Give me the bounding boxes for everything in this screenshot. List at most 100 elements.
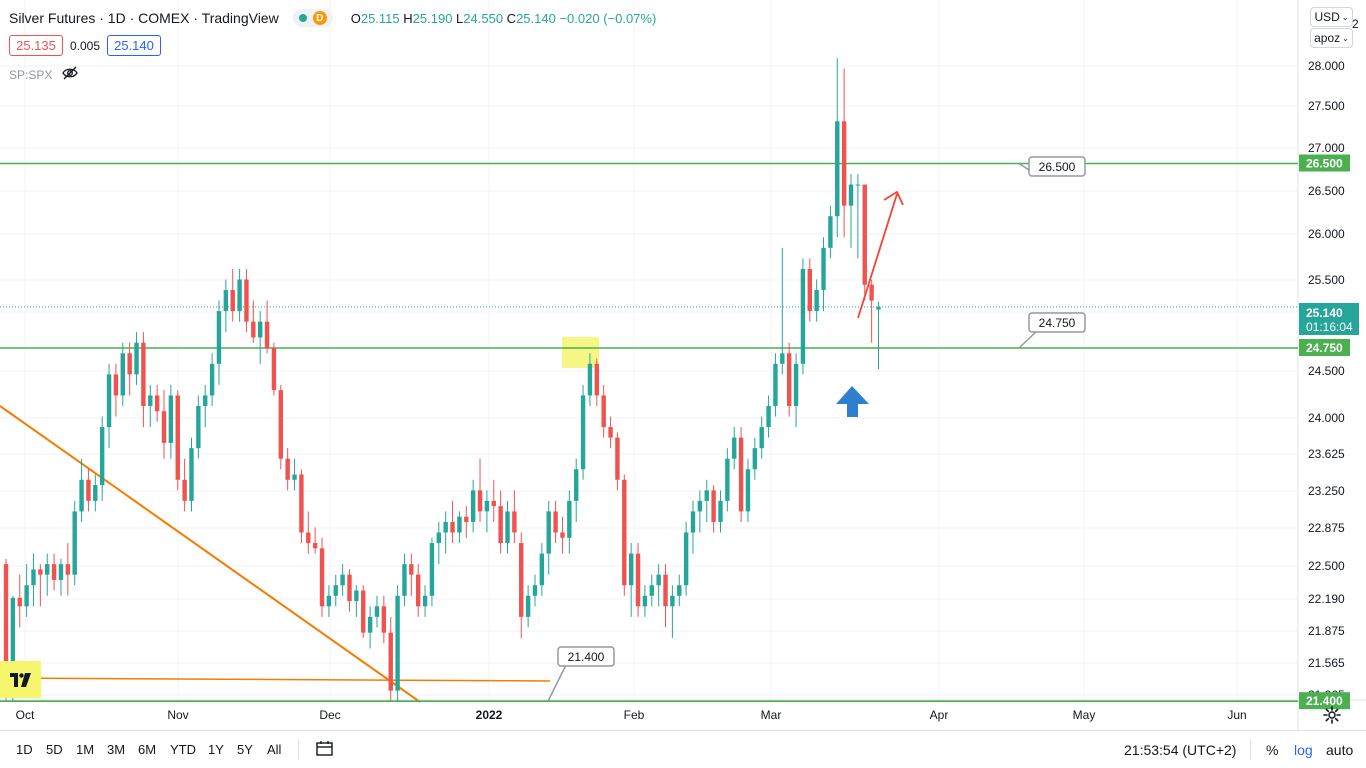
- time-tick-label: Nov: [167, 708, 188, 722]
- candle-body: [855, 184, 861, 186]
- candle-body: [649, 585, 654, 596]
- candle-body: [491, 500, 496, 507]
- candle-body: [615, 437, 620, 480]
- chevron-down-icon: ⌄: [1342, 33, 1349, 43]
- candle-body: [333, 585, 338, 596]
- range-all[interactable]: All: [267, 742, 282, 757]
- price-tick-label: 21.565: [1308, 656, 1345, 670]
- chevron-down-icon: ⌄: [1341, 12, 1349, 22]
- currency-selector[interactable]: USD ⌄: [1310, 7, 1353, 27]
- gear-icon[interactable]: [1323, 706, 1341, 724]
- time-tick-label: Mar: [761, 708, 782, 722]
- price-tick-label: 23.250: [1308, 484, 1345, 498]
- candle-body: [525, 595, 531, 617]
- price-chart[interactable]: 26.50024.75021.40028.00027.50027.00026.5…: [0, 0, 1366, 730]
- divider: [298, 740, 299, 760]
- calendar-range-icon[interactable]: [316, 741, 334, 757]
- level-callout: 21.400: [547, 646, 615, 702]
- price-tick-label: 24.000: [1308, 411, 1345, 425]
- candle-body: [450, 521, 455, 533]
- candle-body: [99, 427, 105, 486]
- candle-body: [347, 574, 352, 602]
- symbol-legend: Silver Futures · 1D · COMEX · TradingVie…: [9, 9, 656, 27]
- time-tick-label: 2022: [476, 708, 503, 722]
- price-tick-label: 21.875: [1308, 624, 1345, 638]
- candle-body: [553, 511, 558, 533]
- candle-body: [683, 532, 689, 586]
- price-tick-label: 25.500: [1308, 273, 1345, 287]
- callout-pointer: [1018, 330, 1038, 349]
- price-tick-label: 24.500: [1308, 364, 1345, 378]
- scale-mode-selector[interactable]: apoz ⌄: [1310, 28, 1353, 48]
- candle-body: [635, 553, 641, 607]
- candle-body: [519, 543, 524, 617]
- candle-body: [223, 290, 229, 312]
- level-price-tag: [1299, 154, 1350, 172]
- range-3m[interactable]: 3M: [107, 742, 126, 757]
- candle-body: [594, 363, 600, 396]
- callout-box: [557, 646, 615, 667]
- candle-body: [31, 569, 36, 586]
- high-value: 25.190: [412, 10, 453, 26]
- candle-body: [257, 321, 263, 338]
- open-value: 25.115: [360, 10, 400, 26]
- price-tick-label: 2: [1352, 17, 1359, 31]
- candle-body: [814, 290, 819, 312]
- range-6m[interactable]: 6M: [138, 742, 157, 757]
- candle-body: [498, 506, 503, 544]
- divider: [1250, 740, 1251, 760]
- range-ytd[interactable]: YTD: [170, 742, 196, 757]
- overlay-symbol[interactable]: SP:SPX: [9, 67, 53, 82]
- candle-body: [354, 590, 359, 602]
- range-1m[interactable]: 1M: [76, 742, 95, 757]
- candle-body: [841, 121, 847, 206]
- candle-body: [690, 511, 696, 533]
- candle-body: [319, 548, 325, 607]
- eye-off-icon[interactable]: [62, 66, 79, 83]
- overlay-legend: SP:SPX: [9, 66, 79, 83]
- candle-body: [697, 500, 703, 512]
- time-tick-label: Dec: [319, 708, 340, 722]
- candle-body: [17, 597, 22, 607]
- range-1d[interactable]: 1D: [16, 742, 33, 757]
- candle-body: [807, 268, 812, 312]
- highlight-box: [562, 337, 599, 368]
- candle-body: [113, 374, 119, 396]
- candle-body: [285, 458, 290, 480]
- up-arrow-icon: [836, 386, 869, 417]
- candle-body: [505, 511, 510, 544]
- market-open-dot-icon: [298, 14, 307, 22]
- candle-body: [642, 595, 648, 607]
- range-1y[interactable]: 1Y: [208, 742, 224, 757]
- candle-body: [72, 511, 77, 575]
- candle-body: [251, 321, 256, 338]
- symbol-title[interactable]: Silver Futures · 1D · COMEX · TradingVie…: [9, 10, 279, 26]
- auto-scale-toggle[interactable]: auto: [1326, 742, 1354, 758]
- sell-price-box[interactable]: 25.135: [9, 35, 63, 56]
- candle-body: [457, 516, 462, 533]
- buy-price-box[interactable]: 25.140: [107, 35, 161, 56]
- candle-body: [429, 543, 435, 596]
- clock-timezone[interactable]: 21:53:54 (UTC+2): [1124, 742, 1237, 758]
- candle-body: [725, 458, 730, 501]
- candles-group: [3, 58, 881, 702]
- tradingview-logo[interactable]: [0, 661, 41, 698]
- candle-body: [862, 184, 867, 285]
- log-scale-toggle[interactable]: log: [1294, 742, 1313, 758]
- arrow-head-icon: [883, 190, 904, 206]
- range-5d[interactable]: 5D: [46, 742, 63, 757]
- ohlc-values: O 25.115 H 25.190 L 24.550 C 25.140 −0.020 (…: [350, 10, 657, 26]
- percent-scale-toggle[interactable]: %: [1266, 742, 1279, 758]
- projection-arrow: [857, 193, 898, 319]
- callout-label: 21.400: [568, 650, 605, 664]
- price-tick-label: 23.625: [1308, 447, 1345, 461]
- candle-body: [656, 574, 661, 586]
- range-5y[interactable]: 5Y: [237, 742, 253, 757]
- candle-body: [484, 500, 490, 512]
- candle-body: [134, 342, 139, 375]
- candle-body: [154, 395, 160, 412]
- candle-body: [848, 184, 854, 206]
- market-status-pill[interactable]: D: [292, 9, 333, 27]
- price-axis: 28.00027.50027.00026.50026.00025.50025.0…: [1299, 17, 1359, 710]
- candle-body: [367, 616, 373, 633]
